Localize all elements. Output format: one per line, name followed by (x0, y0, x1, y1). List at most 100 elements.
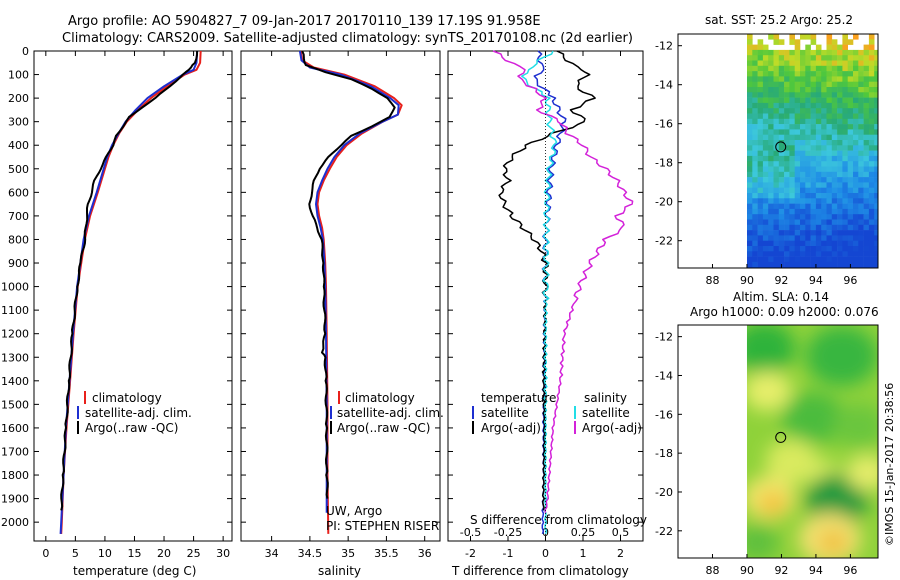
imos-timestamp: ©IMOS 15-Jan-2017 20:38:56 (883, 383, 896, 546)
temperature-axes (33, 50, 233, 542)
pi-annotation-line1: UW, Argo (326, 504, 382, 518)
sst-map-axes (677, 33, 879, 269)
map-x-tick-label: 92 (774, 564, 788, 577)
sla-float-marker (775, 431, 787, 443)
legend-satellite-label: satellite-adj. clim. (337, 406, 444, 420)
legend-t-satellite-label: satellite (481, 406, 529, 420)
legend-argo-label: Argo(..raw -QC) (337, 421, 430, 435)
legend-t-argo-label: Argo(-adj) (481, 421, 541, 435)
map-y-tick-label: -20 (655, 486, 673, 499)
y-tick-label: 1000 (1, 281, 29, 294)
figure-title-line1: Argo profile: AO 5904827_7 09-Jan-2017 2… (68, 14, 541, 29)
sst-map-title: sat. SST: 25.2 Argo: 25.2 (705, 13, 853, 27)
map-y-tick-label: -14 (655, 369, 673, 382)
map-x-tick-label: 90 (740, 274, 754, 287)
map-x-tick-label: 90 (740, 564, 754, 577)
map-y-tick-label: -20 (655, 196, 673, 209)
x-tick-label: 0 (42, 547, 49, 560)
sst-float-marker (775, 141, 787, 153)
y-tick-label: 0 (22, 45, 29, 58)
top-x-tick-label: -0.25 (494, 526, 522, 539)
salinity-axes (240, 50, 441, 542)
series-line-argo-raw-qc- (60, 50, 199, 511)
legend-climatology-label: climatology (92, 391, 162, 405)
y-tick-label: 400 (8, 139, 29, 152)
map-y-tick-label: -12 (655, 331, 673, 344)
sla-map-subtitle: Argo h1000: 0.09 h2000: 0.076 (690, 305, 879, 319)
x-tick-label: 25 (187, 547, 201, 560)
y-tick-label: 1700 (1, 445, 29, 458)
sla-map-ticks: 88 90 92 94 96 -12 -14 -16 -18 -20 -22 (655, 331, 857, 577)
y-tick-label: 1400 (1, 375, 29, 388)
map-x-tick-label: 94 (809, 564, 823, 577)
series-line-argo-raw-qc- (301, 50, 396, 499)
x-tick-label: 35.5 (374, 547, 399, 560)
salinity-lines (298, 50, 403, 534)
x-tick-label: 2 (617, 547, 624, 560)
figure-title-line2: Climatology: CARS2009. Satellite-adjuste… (62, 31, 633, 46)
legend-temperature-title: temperature (481, 391, 556, 405)
legend-argo-label: Argo(..raw -QC) (85, 421, 178, 435)
salinity-xlabel: salinity (318, 564, 361, 578)
x-tick-label: 35 (341, 547, 355, 560)
map-y-tick-label: -16 (655, 408, 673, 421)
difference-xlabel: T difference from climatology (451, 564, 629, 578)
map-x-tick-label: 92 (774, 274, 788, 287)
legend-s-argo-label: Argo(-adj) (582, 421, 642, 435)
y-tick-label: 1100 (1, 304, 29, 317)
salinity-ticks: 34 34.5 35 35.5 36 (241, 50, 440, 560)
y-tick-label: 300 (8, 116, 29, 129)
sla-heatmap (678, 325, 878, 558)
series-line-satellite-adj-clim- (59, 50, 199, 534)
y-tick-label: 500 (8, 163, 29, 176)
temperature-lines (59, 50, 202, 534)
y-tick-label: 1800 (1, 469, 29, 482)
y-tick-label: 1600 (1, 422, 29, 435)
y-tick-label: 2000 (1, 516, 29, 529)
sst-map-ticks: 88 90 92 94 96 -12 -14 -16 -18 -20 -22 (655, 40, 857, 287)
x-tick-label: 5 (72, 547, 79, 560)
temperature-ticks: 0 5 10 15 20 25 300100200300400500600700800900… (1, 45, 232, 560)
sla-map-title: Altim. SLA: 0.14 (733, 290, 829, 304)
x-tick-label: 34 (265, 547, 279, 560)
top-x-tick-label: -0.5 (460, 526, 481, 539)
series-line-climatology (299, 50, 403, 534)
difference-ticks: -2 -1 0 1 2-0.5 -0.25 0 0.25 0.5 (448, 50, 643, 560)
map-y-tick-label: -12 (655, 40, 673, 53)
legend-satellite-label: satellite-adj. clim. (85, 406, 192, 420)
legend-s-satellite-label: satellite (582, 406, 630, 420)
series-line-satellite-adj-clim- (298, 50, 400, 513)
y-tick-label: 200 (8, 92, 29, 105)
map-y-tick-label: -16 (655, 118, 673, 131)
map-x-tick-label: 96 (843, 564, 857, 577)
x-tick-label: 10 (98, 547, 112, 560)
difference-lines (492, 50, 634, 535)
x-tick-label: 34.5 (298, 547, 323, 560)
x-tick-label: 30 (216, 547, 230, 560)
top-x-tick-label: 0.5 (612, 526, 630, 539)
top-x-tick-label: 0.25 (571, 526, 596, 539)
legend-climatology-label: climatology (345, 391, 415, 405)
map-x-tick-label: 88 (705, 564, 719, 577)
y-tick-label: 1900 (1, 493, 29, 506)
series-line-s-satellite (521, 50, 558, 535)
map-y-tick-label: -18 (655, 447, 673, 460)
pi-annotation-line2: PI: STEPHEN RISER (326, 519, 439, 533)
y-tick-label: 1300 (1, 351, 29, 364)
y-tick-label: 800 (8, 233, 29, 246)
y-tick-label: 600 (8, 186, 29, 199)
y-tick-label: 1200 (1, 328, 29, 341)
x-tick-label: -2 (465, 547, 476, 560)
x-tick-label: 20 (157, 547, 171, 560)
map-y-tick-label: -22 (655, 235, 673, 248)
temperature-legend: climatology satellite-adj. clim. Argo(..… (77, 391, 192, 435)
salinity-legend: climatology satellite-adj. clim. Argo(..… (326, 391, 444, 533)
x-tick-label: -1 (503, 547, 514, 560)
map-x-tick-label: 88 (705, 274, 719, 287)
y-tick-label: 100 (8, 69, 29, 82)
series-line-climatology (60, 50, 202, 534)
map-x-tick-label: 96 (843, 274, 857, 287)
x-tick-label: 1 (580, 547, 587, 560)
difference-top-xlabel: S difference from climatology (470, 513, 647, 527)
